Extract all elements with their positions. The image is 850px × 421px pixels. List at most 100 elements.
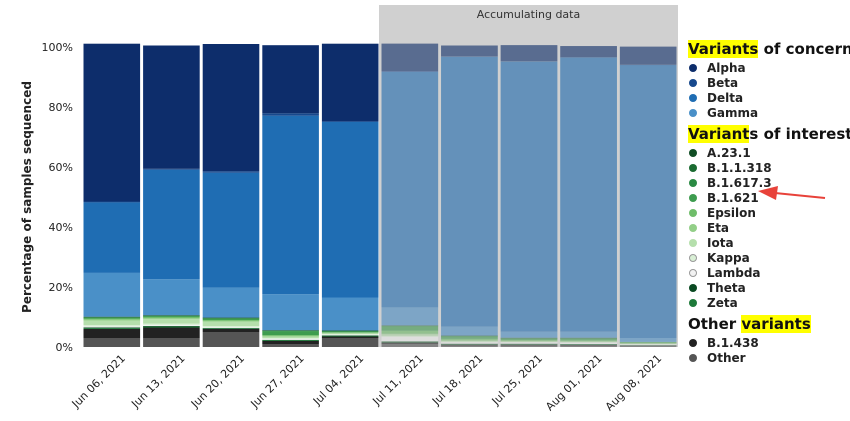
bar-segment-beta[interactable] bbox=[202, 171, 260, 173]
bar-segment-iota[interactable] bbox=[560, 341, 617, 343]
bar-segment-lambda[interactable] bbox=[619, 344, 677, 346]
bar-segment-iota[interactable] bbox=[83, 320, 141, 326]
bar-segment-theta[interactable] bbox=[83, 327, 141, 329]
bar-segment-kappa[interactable] bbox=[143, 323, 200, 326]
bar-segment-kappa[interactable] bbox=[441, 341, 498, 343]
bar-segment-epsilon[interactable] bbox=[500, 340, 558, 341]
bar-segment-b-1-438[interactable] bbox=[381, 342, 439, 345]
bar-segment-alpha[interactable] bbox=[560, 46, 617, 58]
bar-segment-kappa[interactable] bbox=[262, 338, 319, 339]
bar-segment-epsilon[interactable] bbox=[83, 318, 141, 320]
bar-segment-lambda[interactable] bbox=[143, 325, 200, 326]
bar-segment-gamma[interactable] bbox=[560, 331, 617, 338]
bar-segment-b-1-621[interactable] bbox=[143, 316, 200, 317]
legend-item-beta[interactable]: Beta bbox=[688, 75, 848, 90]
bar-segment-b-1-621[interactable] bbox=[321, 331, 379, 333]
bar-segment-delta[interactable] bbox=[262, 115, 319, 295]
bar-segment-alpha[interactable] bbox=[83, 43, 141, 202]
bar-segment-beta[interactable] bbox=[381, 71, 439, 72]
bar-segment-kappa[interactable] bbox=[321, 334, 379, 335]
bar-segment-b-1-438[interactable] bbox=[83, 329, 141, 338]
bar-segment-epsilon[interactable] bbox=[441, 338, 498, 341]
bar-segment-other[interactable] bbox=[500, 345, 558, 348]
bar-segment-gamma[interactable] bbox=[441, 326, 498, 336]
bar-segment-delta[interactable] bbox=[321, 122, 379, 298]
bar-segment-iota[interactable] bbox=[441, 340, 498, 342]
bar-segment-kappa[interactable] bbox=[381, 335, 439, 337]
bar-segment-b-1-438[interactable] bbox=[619, 345, 677, 347]
bar-segment-epsilon[interactable] bbox=[381, 330, 439, 334]
bar-segment-zeta[interactable] bbox=[202, 328, 260, 329]
legend-item-iota[interactable]: Iota bbox=[688, 235, 848, 250]
bar-segment-epsilon[interactable] bbox=[202, 320, 260, 321]
legend-item-b-1-438[interactable]: B.1.438 bbox=[688, 335, 848, 350]
bar-segment-alpha[interactable] bbox=[500, 45, 558, 62]
bar-segment-epsilon[interactable] bbox=[143, 317, 200, 319]
bar-segment-zeta[interactable] bbox=[321, 335, 379, 337]
bar-segment-eta[interactable] bbox=[83, 319, 141, 321]
bar-segment-lambda[interactable] bbox=[262, 338, 319, 340]
bar-segment-other[interactable] bbox=[83, 338, 141, 347]
bar-segment-gamma[interactable] bbox=[381, 307, 439, 326]
bar-segment-b-1-621[interactable] bbox=[381, 326, 439, 331]
bar-segment-beta[interactable] bbox=[83, 201, 141, 203]
bar-segment-b-1-621[interactable] bbox=[202, 318, 260, 321]
bar-segment-theta[interactable] bbox=[143, 326, 200, 327]
bar-segment-delta[interactable] bbox=[381, 71, 439, 308]
bar-segment-other[interactable] bbox=[202, 332, 260, 347]
bar-segment-iota[interactable] bbox=[143, 319, 200, 324]
bar-segment-lambda[interactable] bbox=[83, 326, 141, 328]
bar-segment-kappa[interactable] bbox=[202, 326, 260, 328]
legend-item-b-1-1-318[interactable]: B.1.1.318 bbox=[688, 160, 848, 175]
bar-segment-epsilon[interactable] bbox=[321, 332, 379, 333]
bar-segment-beta[interactable] bbox=[262, 113, 319, 116]
bar-segment-b-1-621[interactable] bbox=[262, 331, 319, 335]
bar-segment-other[interactable] bbox=[441, 345, 498, 348]
legend-item-zeta[interactable]: Zeta bbox=[688, 295, 848, 310]
bar-segment-lambda[interactable] bbox=[381, 336, 439, 342]
bar-segment-b-1-621[interactable] bbox=[619, 341, 677, 343]
bar-segment-lambda[interactable] bbox=[500, 342, 558, 344]
bar-segment-delta[interactable] bbox=[441, 56, 498, 327]
bar-segment-epsilon[interactable] bbox=[560, 340, 617, 342]
bar-segment-delta[interactable] bbox=[143, 169, 200, 280]
bar-segment-b-1-621[interactable] bbox=[560, 338, 617, 341]
bar-segment-alpha[interactable] bbox=[202, 44, 260, 172]
bar-segment-lambda[interactable] bbox=[560, 342, 617, 345]
bar-segment-lambda[interactable] bbox=[202, 327, 260, 329]
bar-segment-iota[interactable] bbox=[202, 321, 260, 327]
bar-segment-gamma[interactable] bbox=[83, 272, 141, 317]
bar-segment-iota[interactable] bbox=[500, 341, 558, 342]
legend-item-other[interactable]: Other bbox=[688, 350, 848, 365]
bar-segment-eta[interactable] bbox=[202, 320, 260, 322]
bar-segment-gamma[interactable] bbox=[321, 297, 379, 331]
bar-segment-b-1-621[interactable] bbox=[500, 338, 558, 341]
bar-segment-alpha[interactable] bbox=[381, 43, 439, 71]
bar-segment-iota[interactable] bbox=[262, 336, 319, 339]
bar-segment-b-1-438[interactable] bbox=[321, 336, 379, 339]
bar-segment-b-1-621[interactable] bbox=[441, 336, 498, 339]
bar-segment-epsilon[interactable] bbox=[619, 342, 677, 344]
bar-segment-alpha[interactable] bbox=[441, 45, 498, 57]
bar-segment-b-1-438[interactable] bbox=[202, 329, 260, 332]
bar-segment-other[interactable] bbox=[321, 338, 379, 347]
bar-segment-beta[interactable] bbox=[321, 121, 379, 122]
bar-segment-alpha[interactable] bbox=[143, 45, 200, 169]
bar-segment-zeta[interactable] bbox=[560, 344, 617, 345]
bar-segment-gamma[interactable] bbox=[143, 279, 200, 316]
bar-segment-b-1-438[interactable] bbox=[441, 344, 498, 346]
bar-segment-zeta[interactable] bbox=[381, 341, 439, 343]
bar-segment-other[interactable] bbox=[143, 338, 200, 347]
bar-segment-zeta[interactable] bbox=[262, 340, 319, 341]
bar-segment-zeta[interactable] bbox=[83, 328, 141, 329]
bar-segment-other[interactable] bbox=[619, 346, 677, 347]
bar-segment-zeta[interactable] bbox=[143, 326, 200, 328]
bar-segment-iota[interactable] bbox=[381, 334, 439, 336]
legend-item-b-1-617-3[interactable]: B.1.617.3 bbox=[688, 175, 848, 190]
bar-segment-alpha[interactable] bbox=[619, 46, 677, 65]
bar-segment-gamma[interactable] bbox=[202, 287, 260, 318]
bar-segment-beta[interactable] bbox=[500, 61, 558, 62]
bar-segment-eta[interactable] bbox=[381, 333, 439, 335]
bar-segment-eta[interactable] bbox=[262, 335, 319, 337]
legend-item-a-23-1[interactable]: A.23.1 bbox=[688, 145, 848, 160]
